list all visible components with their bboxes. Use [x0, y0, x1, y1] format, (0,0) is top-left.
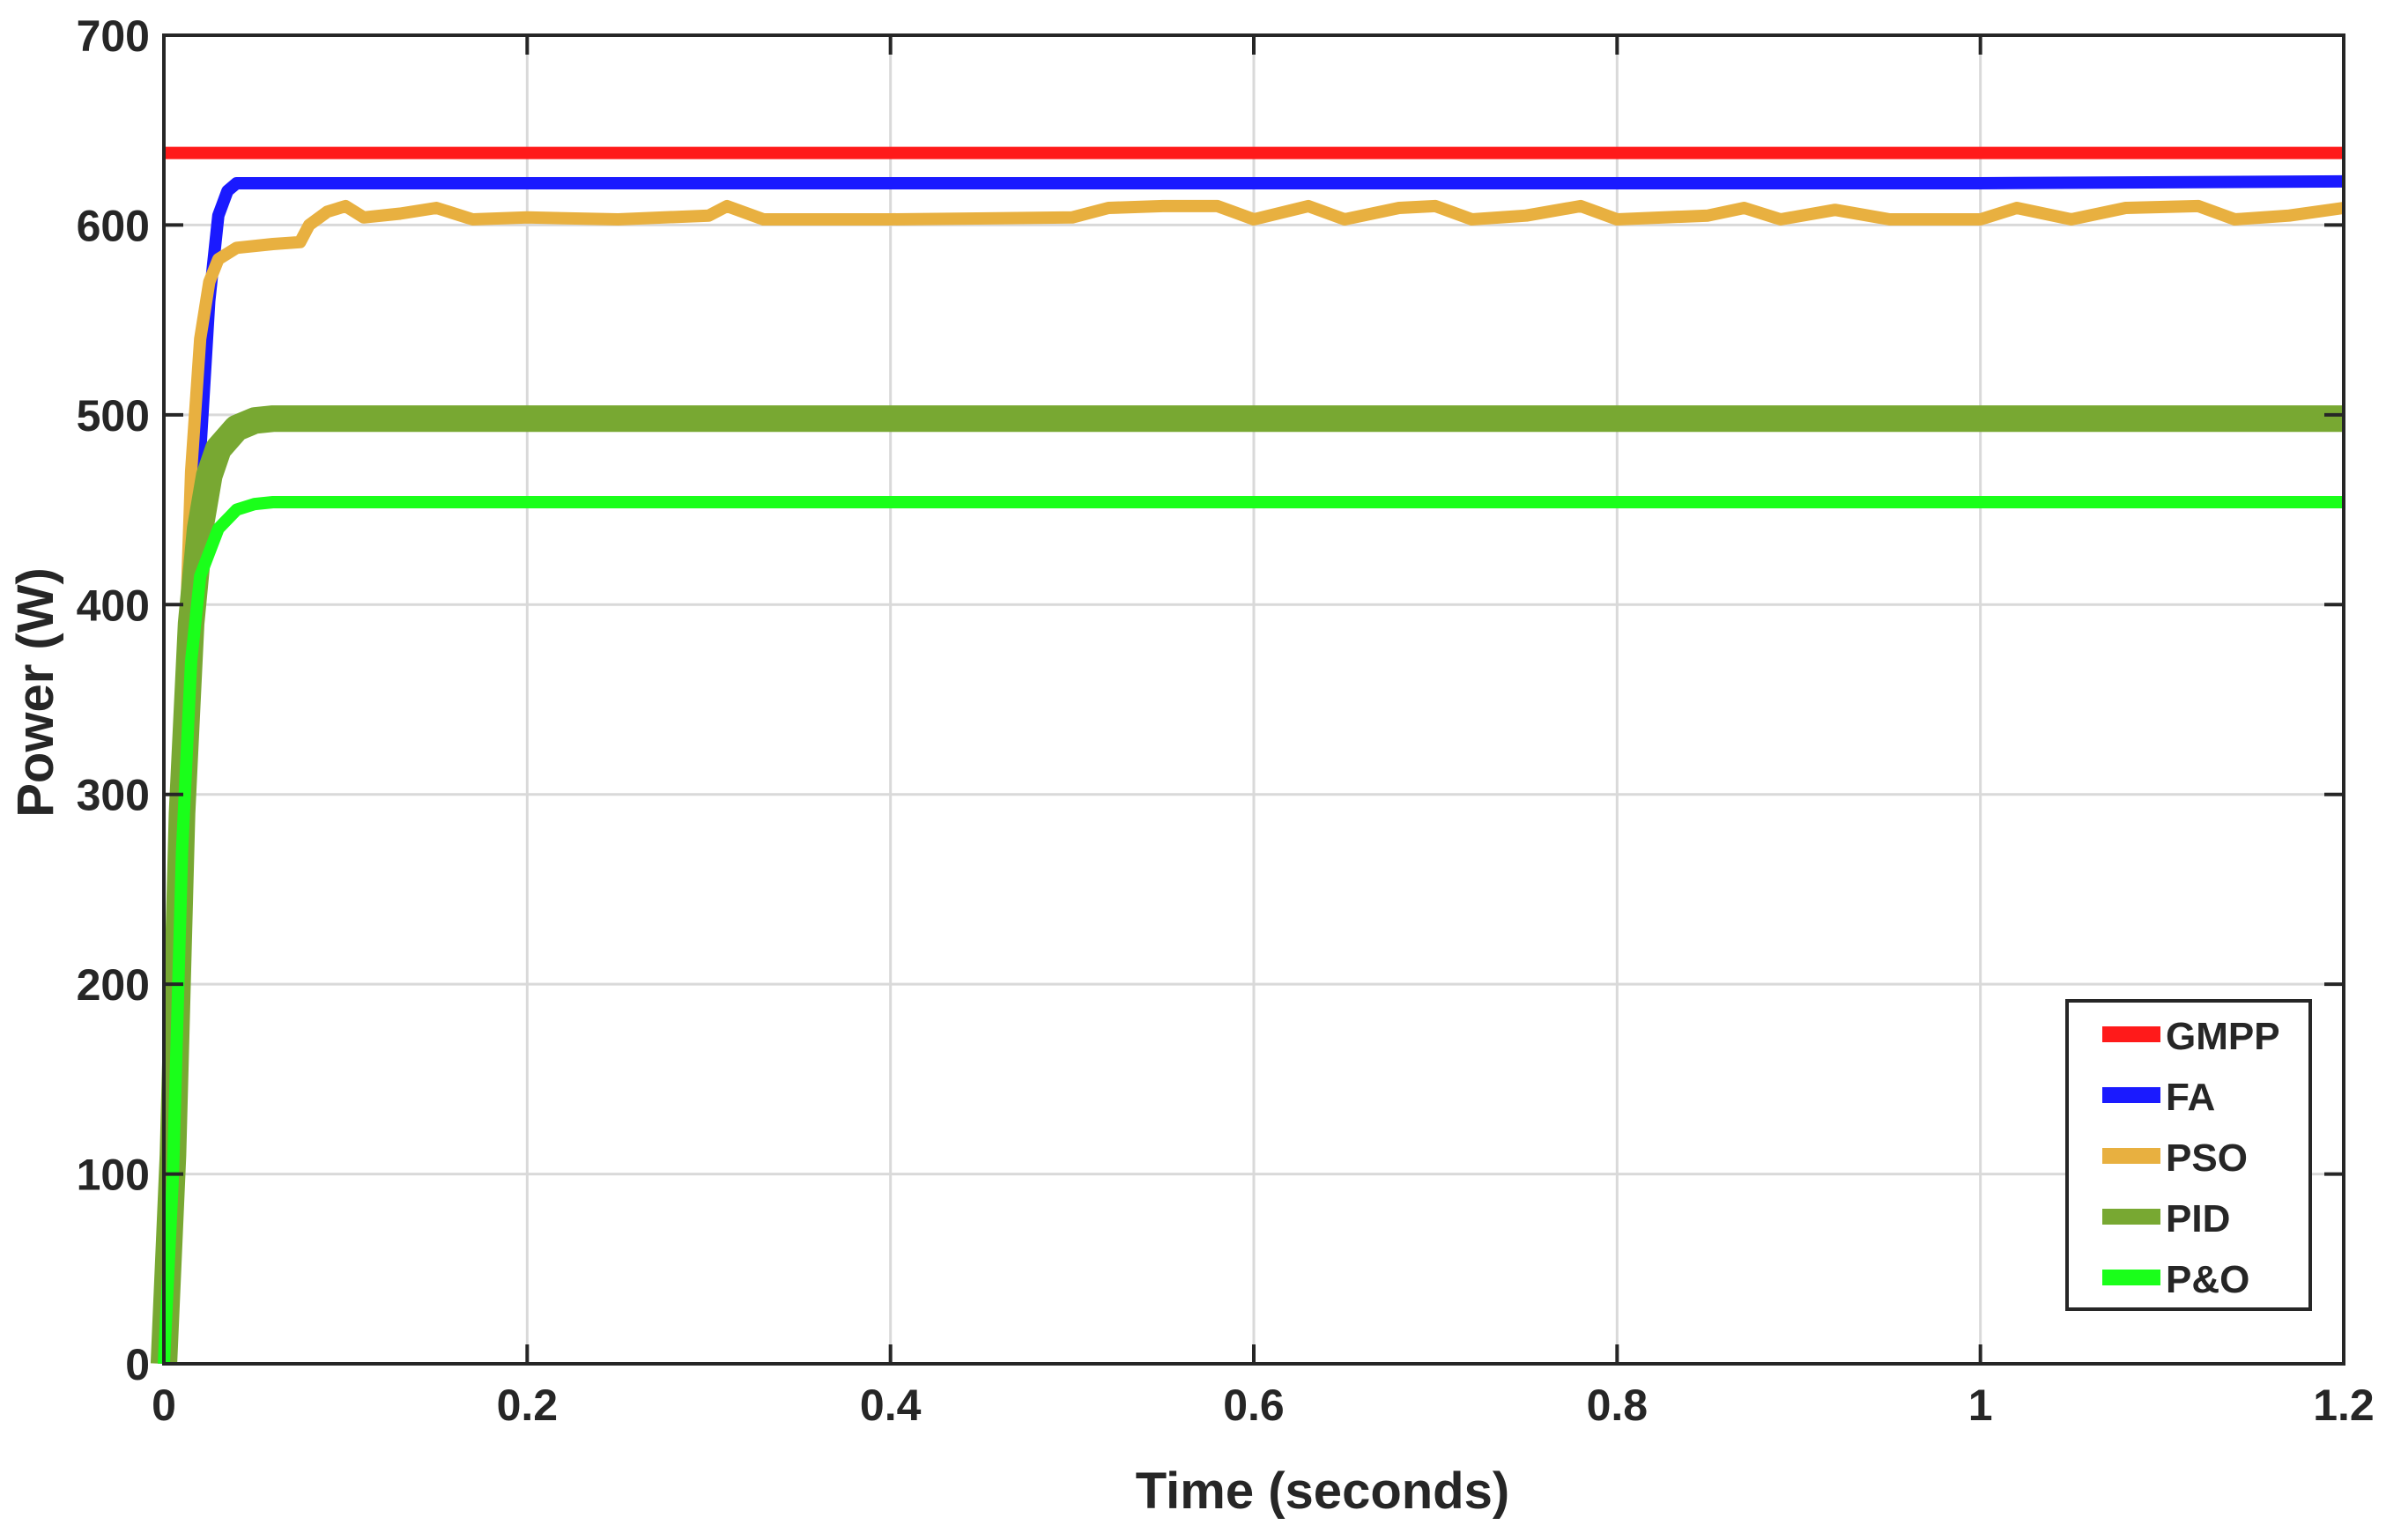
x-axis-label: Time (seconds) [1136, 1462, 1509, 1520]
x-tick-label: 0.6 [1223, 1381, 1285, 1430]
y-tick-label: 300 [77, 771, 150, 820]
x-tick-label: 0.4 [860, 1381, 922, 1430]
legend-label-p-o: P&O [2166, 1258, 2249, 1301]
y-axis-label: Power (W) [7, 567, 64, 818]
x-tick-label: 0.2 [497, 1381, 559, 1430]
y-tick-label: 700 [77, 11, 150, 61]
x-tick-label: 0.8 [1587, 1381, 1649, 1430]
y-tick-label: 0 [125, 1340, 150, 1389]
legend-label-pso: PSO [2166, 1136, 2248, 1180]
series-line-pso [158, 199, 2345, 1365]
axis-ticks: 0 0.2 0.4 0.6 0.8 1 1.2 0 100 200 300 400 500 600 700 [77, 11, 2375, 1430]
y-tick-label: 600 [77, 201, 150, 250]
legend: GMPP FA PSO PID P&O [2065, 999, 2312, 1311]
x-tick-label: 1.2 [2313, 1381, 2375, 1430]
x-tick-label: 0 [152, 1381, 176, 1430]
legend-label-pid: PID [2166, 1197, 2230, 1240]
y-tick-label: 500 [77, 391, 150, 441]
y-tick-label: 100 [77, 1151, 150, 1200]
series-lines [150, 146, 2345, 1365]
legend-label-fa: FA [2166, 1076, 2215, 1119]
y-tick-label: 200 [77, 960, 150, 1010]
legend-label-gmpp: GMPP [2166, 1015, 2280, 1058]
series-line-p-o [158, 496, 2344, 1365]
x-tick-label: 1 [1968, 1381, 1993, 1430]
y-tick-label: 400 [77, 581, 150, 630]
